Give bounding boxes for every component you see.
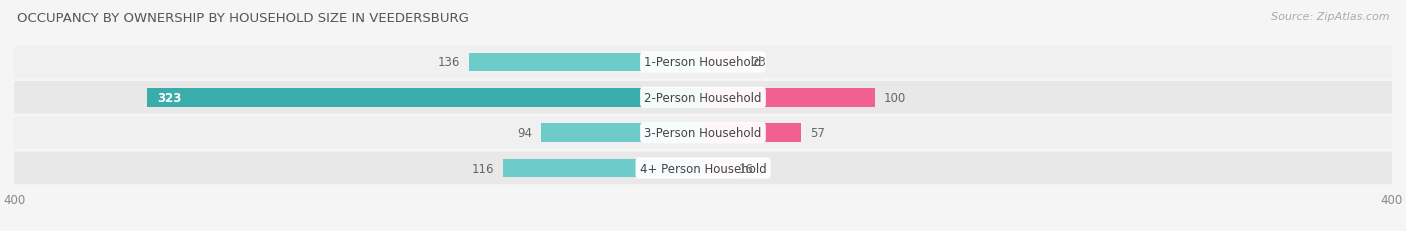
- Text: 4+ Person Household: 4+ Person Household: [640, 162, 766, 175]
- Bar: [703, 89, 875, 107]
- FancyBboxPatch shape: [14, 117, 1392, 149]
- FancyBboxPatch shape: [14, 82, 1392, 114]
- Bar: [703, 54, 742, 72]
- Text: 136: 136: [437, 56, 460, 69]
- Bar: [541, 124, 703, 142]
- Text: 116: 116: [472, 162, 495, 175]
- FancyBboxPatch shape: [14, 46, 1392, 79]
- Bar: [468, 54, 703, 72]
- Text: 3-Person Household: 3-Person Household: [644, 127, 762, 140]
- Bar: [703, 159, 731, 177]
- Text: 23: 23: [751, 56, 766, 69]
- Text: 1-Person Household: 1-Person Household: [644, 56, 762, 69]
- FancyBboxPatch shape: [14, 152, 1392, 185]
- Text: 57: 57: [810, 127, 825, 140]
- Bar: [503, 159, 703, 177]
- Text: 2-Person Household: 2-Person Household: [644, 91, 762, 104]
- Text: Source: ZipAtlas.com: Source: ZipAtlas.com: [1271, 12, 1389, 21]
- Text: 323: 323: [157, 91, 181, 104]
- Text: 100: 100: [884, 91, 905, 104]
- Text: 16: 16: [740, 162, 754, 175]
- Text: OCCUPANCY BY OWNERSHIP BY HOUSEHOLD SIZE IN VEEDERSBURG: OCCUPANCY BY OWNERSHIP BY HOUSEHOLD SIZE…: [17, 12, 468, 24]
- Bar: [146, 89, 703, 107]
- Bar: [703, 124, 801, 142]
- Text: 94: 94: [517, 127, 533, 140]
